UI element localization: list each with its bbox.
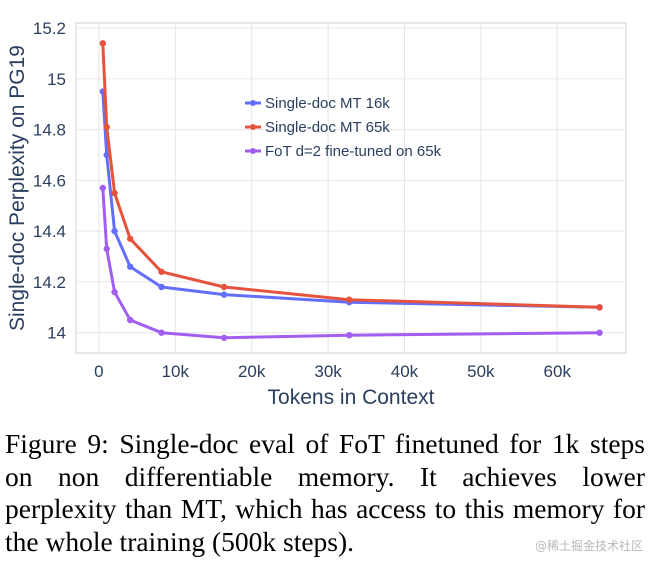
series-line <box>101 187 600 340</box>
data-point <box>346 296 353 303</box>
x-axis-title: Tokens in Context <box>268 386 435 409</box>
data-point <box>127 235 134 242</box>
series-single-doc-mt-65k <box>99 40 603 311</box>
data-point <box>158 268 165 275</box>
y-tick-labels: 14 14.2 14.4 14.6 14.8 15 15.2 <box>33 19 66 343</box>
line-chart: 14 14.2 14.4 14.6 14.8 15 15.2 0 10k 20k 30k 40k 50… <box>6 19 627 409</box>
watermark: @稀土掘金技术社区 <box>534 539 643 553</box>
x-tick-label: 20k <box>238 362 266 381</box>
x-tick-label: 0 <box>94 362 103 381</box>
legend-label: Single-doc MT 65k <box>265 119 390 136</box>
series-group <box>99 40 603 341</box>
x-tick-label: 60k <box>544 362 572 381</box>
legend-label: FoT d=2 fine-tuned on 65k <box>265 143 442 160</box>
y-tick-label: 15.2 <box>33 19 66 38</box>
legend-item: FoT d=2 fine-tuned on 65k <box>245 143 442 160</box>
data-point <box>127 263 134 270</box>
y-tick-label: 15 <box>47 70 66 89</box>
data-point <box>127 316 134 324</box>
series-line <box>101 43 600 309</box>
data-point <box>158 329 165 336</box>
data-point <box>111 227 118 235</box>
data-point <box>99 40 107 47</box>
x-tick-label: 10k <box>162 362 190 381</box>
series-fot-d-2-fine-tuned-on-65k <box>99 184 603 341</box>
x-tick-label: 50k <box>467 362 495 381</box>
y-tick-label: 14.2 <box>33 273 66 292</box>
x-tick-label: 40k <box>391 362 419 381</box>
y-axis-title: Single-doc Perplexity on PG19 <box>6 45 29 331</box>
legend-marker <box>250 148 256 154</box>
legend-item: Single-doc MT 65k <box>245 119 390 136</box>
x-tick-label: 30k <box>314 362 342 381</box>
series-line <box>101 91 600 309</box>
data-point <box>220 291 228 298</box>
data-point <box>158 283 165 291</box>
data-point <box>103 123 110 131</box>
data-point <box>111 288 118 296</box>
data-point <box>596 329 603 336</box>
legend: Single-doc MT 16k Single-doc MT 65k FoT d=… <box>245 95 442 160</box>
legend-marker <box>250 124 256 130</box>
data-point <box>220 283 228 291</box>
data-point <box>111 189 118 197</box>
y-tick-label: 14 <box>47 324 66 343</box>
data-point <box>99 184 107 192</box>
data-point <box>220 334 228 341</box>
legend-label: Single-doc MT 16k <box>265 95 390 112</box>
x-tick-labels: 0 10k 20k 30k 40k 50k 60k <box>94 362 571 381</box>
legend-item: Single-doc MT 16k <box>245 95 390 112</box>
data-point <box>596 304 603 311</box>
legend-marker <box>250 100 256 106</box>
y-tick-label: 14.8 <box>33 121 66 140</box>
y-tick-label: 14.4 <box>33 222 66 241</box>
figure-caption: Figure 9: Single-doc eval of FoT finetun… <box>5 428 645 557</box>
data-point <box>103 245 110 253</box>
data-point <box>346 332 353 339</box>
y-tick-label: 14.6 <box>33 171 66 190</box>
